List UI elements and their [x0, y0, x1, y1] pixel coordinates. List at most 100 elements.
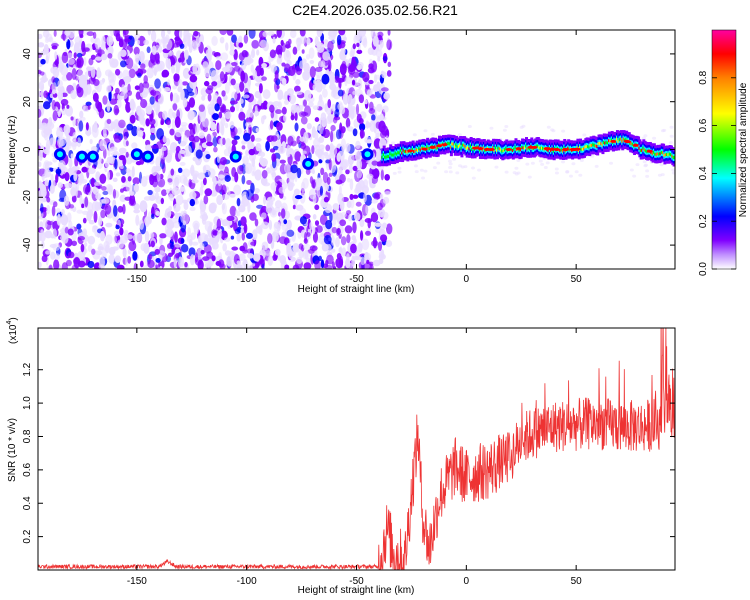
noise-cell: [323, 196, 329, 203]
noise-cell: [333, 266, 337, 269]
noise-cell: [340, 47, 346, 56]
noise-cell: [179, 149, 186, 154]
noise-cell: [208, 106, 215, 116]
noise-cell: [214, 103, 220, 112]
noise-cell: [161, 69, 170, 78]
noise-cell: [229, 205, 237, 217]
haze-cell: [471, 166, 476, 170]
noise-cell: [202, 61, 209, 70]
noise-cell: [338, 247, 342, 254]
noise-cell: [154, 191, 159, 201]
noise-cell: [72, 131, 77, 142]
noise-cell: [204, 220, 213, 232]
noise-cell: [240, 216, 247, 227]
svg-text:(x104): (x104): [6, 317, 19, 344]
noise-cell: [236, 197, 241, 207]
noise-cell: [296, 43, 301, 51]
noise-cell: [240, 61, 247, 71]
noise-cell: [120, 164, 124, 170]
noise-cell: [201, 215, 207, 225]
noise-cell: [386, 39, 393, 51]
noise-cell: [193, 135, 200, 143]
noise-cell: [54, 253, 61, 261]
haze-cell: [545, 161, 550, 165]
noise-cell: [281, 62, 286, 67]
noise-cell: [385, 239, 393, 247]
noise-cell: [207, 50, 212, 62]
noise-cell: [88, 219, 95, 225]
noise-cell: [275, 44, 283, 56]
noise-cell: [294, 122, 299, 132]
snr-y-tick-label: 1.2: [22, 362, 33, 376]
noise-cell: [189, 254, 195, 266]
noise-cell: [384, 190, 391, 196]
haze-cell: [669, 125, 674, 129]
noise-cell: [265, 203, 274, 215]
noise-cell: [224, 250, 231, 256]
noise-cell: [294, 112, 298, 121]
noise-cell: [179, 43, 185, 49]
noise-cell: [328, 158, 332, 171]
noise-cell: [340, 160, 348, 168]
noise-cell: [328, 35, 336, 41]
noise-cell: [351, 154, 355, 162]
noise-cell: [335, 179, 343, 185]
noise-cell: [206, 133, 212, 144]
signal-peak: [562, 148, 569, 151]
noise-cell: [242, 132, 251, 142]
noise-cell: [314, 66, 323, 72]
haze-cell: [397, 166, 402, 170]
noise-cell: [245, 232, 254, 240]
noise-cell: [363, 252, 372, 262]
noise-cell: [57, 89, 63, 101]
snr-y-tick-label: 0.8: [22, 429, 33, 443]
haze-cell: [644, 163, 649, 167]
haze-cell: [594, 164, 599, 168]
noise-cell: [300, 181, 306, 193]
noise-cell: [156, 128, 165, 140]
noise-cell: [156, 63, 163, 72]
noise-cell: [197, 172, 206, 180]
noise-cell: [50, 66, 57, 74]
haze-cell: [494, 165, 499, 169]
noise-cell: [207, 85, 214, 91]
noise-cell: [383, 92, 391, 100]
noise-cell: [204, 188, 213, 197]
noise-cell: [313, 130, 319, 140]
noise-cell: [367, 47, 374, 56]
noise-cell: [337, 192, 344, 205]
noise-cell: [169, 194, 175, 202]
noise-cell: [40, 76, 49, 83]
noise-cell: [140, 63, 146, 70]
noise-cell: [329, 130, 334, 143]
noise-cell: [44, 169, 52, 178]
noise-cell: [311, 145, 315, 155]
noise-cell: [74, 36, 83, 45]
haze-cell: [392, 171, 397, 175]
haze-cell: [397, 170, 402, 174]
noise-cell: [225, 81, 230, 94]
noise-cell: [298, 111, 307, 118]
noise-cell: [355, 103, 360, 116]
noise-cell: [318, 159, 323, 164]
noise-cell: [104, 160, 110, 168]
noise-cell: [236, 233, 242, 242]
noise-cell: [284, 264, 290, 269]
noise-cell: [356, 113, 362, 123]
noise-cell: [112, 188, 117, 199]
noise-cell: [261, 169, 268, 179]
noise-cell: [76, 209, 83, 214]
noise-cell: [368, 176, 373, 186]
snr-panel: -150 -100 -50 0 50 0.2 0.4 0.6 0.8 1.0 1.2 Height…: [6, 317, 676, 596]
noise-cell: [358, 94, 365, 104]
noise-cell: [352, 194, 359, 199]
noise-cell: [38, 232, 42, 242]
noise-cell: [212, 50, 216, 56]
noise-cell: [218, 138, 223, 146]
noise-cell: [162, 110, 168, 120]
noise-cell: [295, 79, 301, 85]
haze-cell: [471, 176, 476, 180]
haze-cell: [444, 170, 449, 174]
noise-cell: [113, 205, 118, 217]
signal-core: [672, 156, 675, 160]
